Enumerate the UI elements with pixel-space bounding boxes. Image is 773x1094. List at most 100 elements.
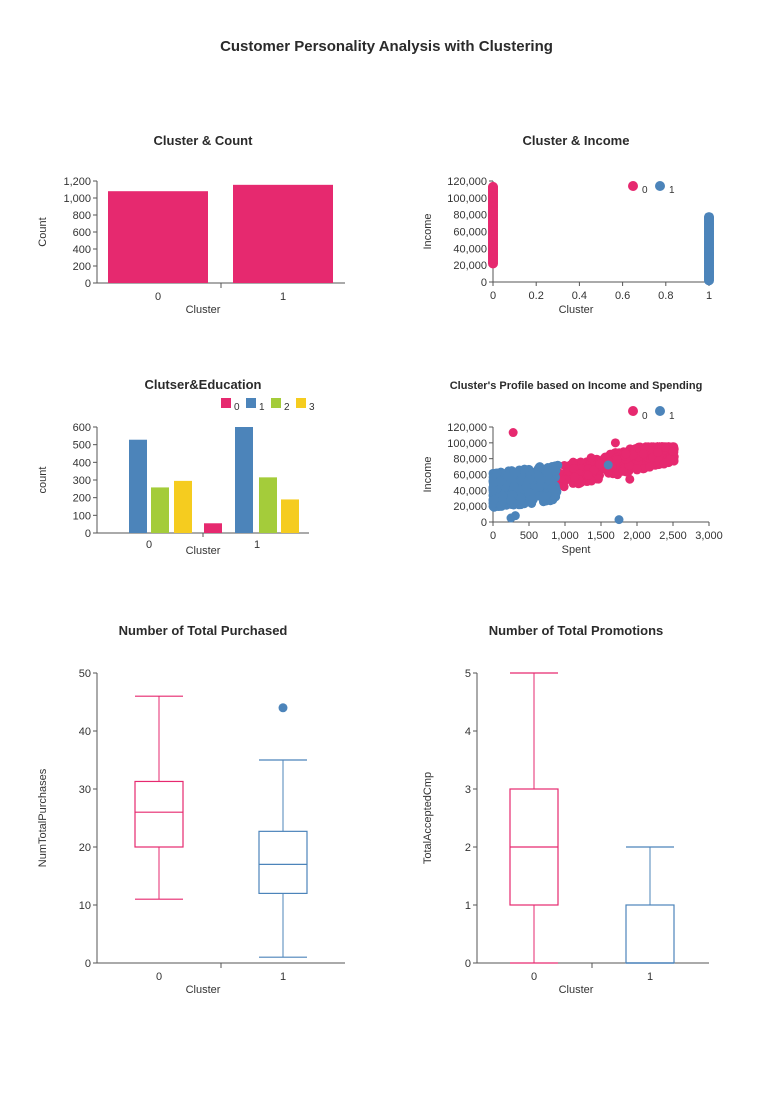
profile-point — [661, 443, 671, 453]
income-legend-label: 1 — [669, 185, 675, 196]
profile-y-tick-label: 80,000 — [453, 454, 487, 466]
page-title: Customer Personality Analysis with Clust… — [220, 38, 553, 55]
profile-point — [645, 462, 655, 472]
purchases-x-axis-label: Cluster — [186, 984, 221, 996]
profile-point — [668, 447, 678, 457]
purchases-y-tick-label: 50 — [79, 668, 91, 680]
education-x-tick-label: 0 — [146, 539, 152, 551]
chart-promotions: Number of Total Promotions 0 1 2 3 4 5 TotalAcc… — [422, 623, 709, 996]
profile-x-tick-label: 2,000 — [623, 530, 651, 542]
profile-point — [520, 464, 530, 474]
profile-point — [625, 474, 635, 484]
count-y-axis-label: Count — [37, 217, 49, 246]
profile-x-tick-label: 1,500 — [587, 530, 615, 542]
income-point — [488, 181, 498, 192]
count-y-tick-label: 600 — [73, 227, 91, 239]
purchases-iqr-box — [258, 830, 308, 895]
profile-point — [595, 459, 605, 469]
profile-point — [547, 483, 557, 493]
purchases-y-tick-label: 20 — [79, 842, 91, 854]
education-y-tick-label: 0 — [85, 528, 91, 540]
profile-point — [614, 515, 624, 525]
count-y-tick-label: 0 — [85, 278, 91, 290]
profile-point — [495, 476, 505, 486]
education-y-tick-label: 500 — [73, 440, 91, 452]
education-bar — [151, 487, 169, 533]
income-series-0 — [488, 181, 498, 269]
profile-point — [653, 447, 663, 457]
promotions-y-axis-label: TotalAcceptedCmp — [422, 772, 434, 864]
education-bar — [129, 439, 147, 533]
profile-y-tick-label: 0 — [481, 517, 487, 529]
profile-y-tick-label: 100,000 — [447, 438, 487, 450]
profile-y-axis-label: Income — [422, 456, 434, 492]
income-title: Cluster & Income — [523, 133, 630, 148]
count-y-tick-label: 1,200 — [63, 176, 91, 188]
count-x-tick-label: 1 — [280, 291, 286, 303]
education-legend-label: 3 — [309, 402, 315, 413]
chart-purchases: Number of Total Purchased01020304050NumT… — [37, 623, 345, 996]
income-x-tick-label: 1 — [706, 290, 712, 302]
profile-point — [506, 495, 516, 505]
profile-point — [508, 470, 518, 480]
profile-point — [628, 450, 638, 460]
education-legend-label: 2 — [284, 402, 290, 413]
education-legend-label: 1 — [259, 402, 265, 413]
profile-legend-marker — [655, 406, 665, 416]
count-y-tick-label: 400 — [73, 244, 91, 256]
education-y-tick-label: 100 — [73, 510, 91, 522]
income-x-tick-label: 0.4 — [572, 290, 587, 302]
profile-x-tick-label: 500 — [520, 530, 538, 542]
income-y-tick-label: 40,000 — [453, 243, 487, 255]
promotions-y-tick-label: 1 — [465, 900, 471, 912]
education-bar — [281, 499, 299, 533]
education-legend-marker — [296, 398, 306, 408]
purchases-y-axis-label: NumTotalPurchases — [37, 768, 49, 867]
purchases-y-tick-label: 40 — [79, 726, 91, 738]
profile-point — [551, 466, 561, 476]
education-legend-marker — [246, 398, 256, 408]
purchases-axes — [93, 672, 345, 968]
profile-point — [521, 482, 531, 492]
profile-title: Cluster's Profile based on Income and Sp… — [450, 380, 703, 392]
count-x-axis-label: Cluster — [186, 304, 221, 316]
purchases-y-tick-label: 30 — [79, 784, 91, 796]
profile-point — [570, 472, 580, 482]
profile-y-tick-label: 20,000 — [453, 501, 487, 513]
income-x-tick-label: 0 — [490, 290, 496, 302]
profile-point — [498, 490, 508, 500]
education-legend-marker — [221, 398, 231, 408]
profile-x-tick-label: 2,500 — [659, 530, 687, 542]
education-y-tick-label: 200 — [73, 493, 91, 505]
education-y-tick-label: 600 — [73, 422, 91, 434]
count-bar — [108, 191, 208, 283]
income-y-tick-label: 80,000 — [453, 210, 487, 222]
profile-point — [527, 494, 537, 504]
promotions-y-tick-label: 4 — [465, 726, 471, 738]
profile-point — [589, 465, 599, 475]
chart-count: Cluster & Count 0 200 400 600 800 1,000 1,200 Co… — [37, 133, 345, 316]
profile-point — [543, 468, 553, 478]
education-y-tick-label: 400 — [73, 457, 91, 469]
count-title: Cluster & Count — [154, 133, 254, 148]
income-y-tick-label: 20,000 — [453, 260, 487, 272]
profile-x-tick-label: 1,000 — [551, 530, 579, 542]
purchases-x-tick-label: 1 — [280, 971, 286, 983]
count-y-tick-label: 800 — [73, 210, 91, 222]
education-bar — [259, 477, 277, 533]
promotions-x-axis-label: Cluster — [559, 984, 594, 996]
education-y-axis-label: count — [37, 467, 49, 494]
profile-legend-marker — [628, 406, 638, 416]
profile-point — [534, 482, 544, 492]
income-legend-marker — [628, 181, 638, 191]
income-y-axis-label: Income — [422, 213, 434, 249]
count-bar — [233, 184, 333, 283]
profile-point — [492, 468, 502, 478]
profile-point — [621, 449, 631, 459]
profile-point — [612, 455, 622, 465]
count-x-tick-label: 0 — [155, 291, 161, 303]
income-point — [704, 212, 714, 223]
promotions-iqr-box — [625, 904, 675, 964]
purchases-title: Number of Total Purchased — [119, 623, 288, 638]
